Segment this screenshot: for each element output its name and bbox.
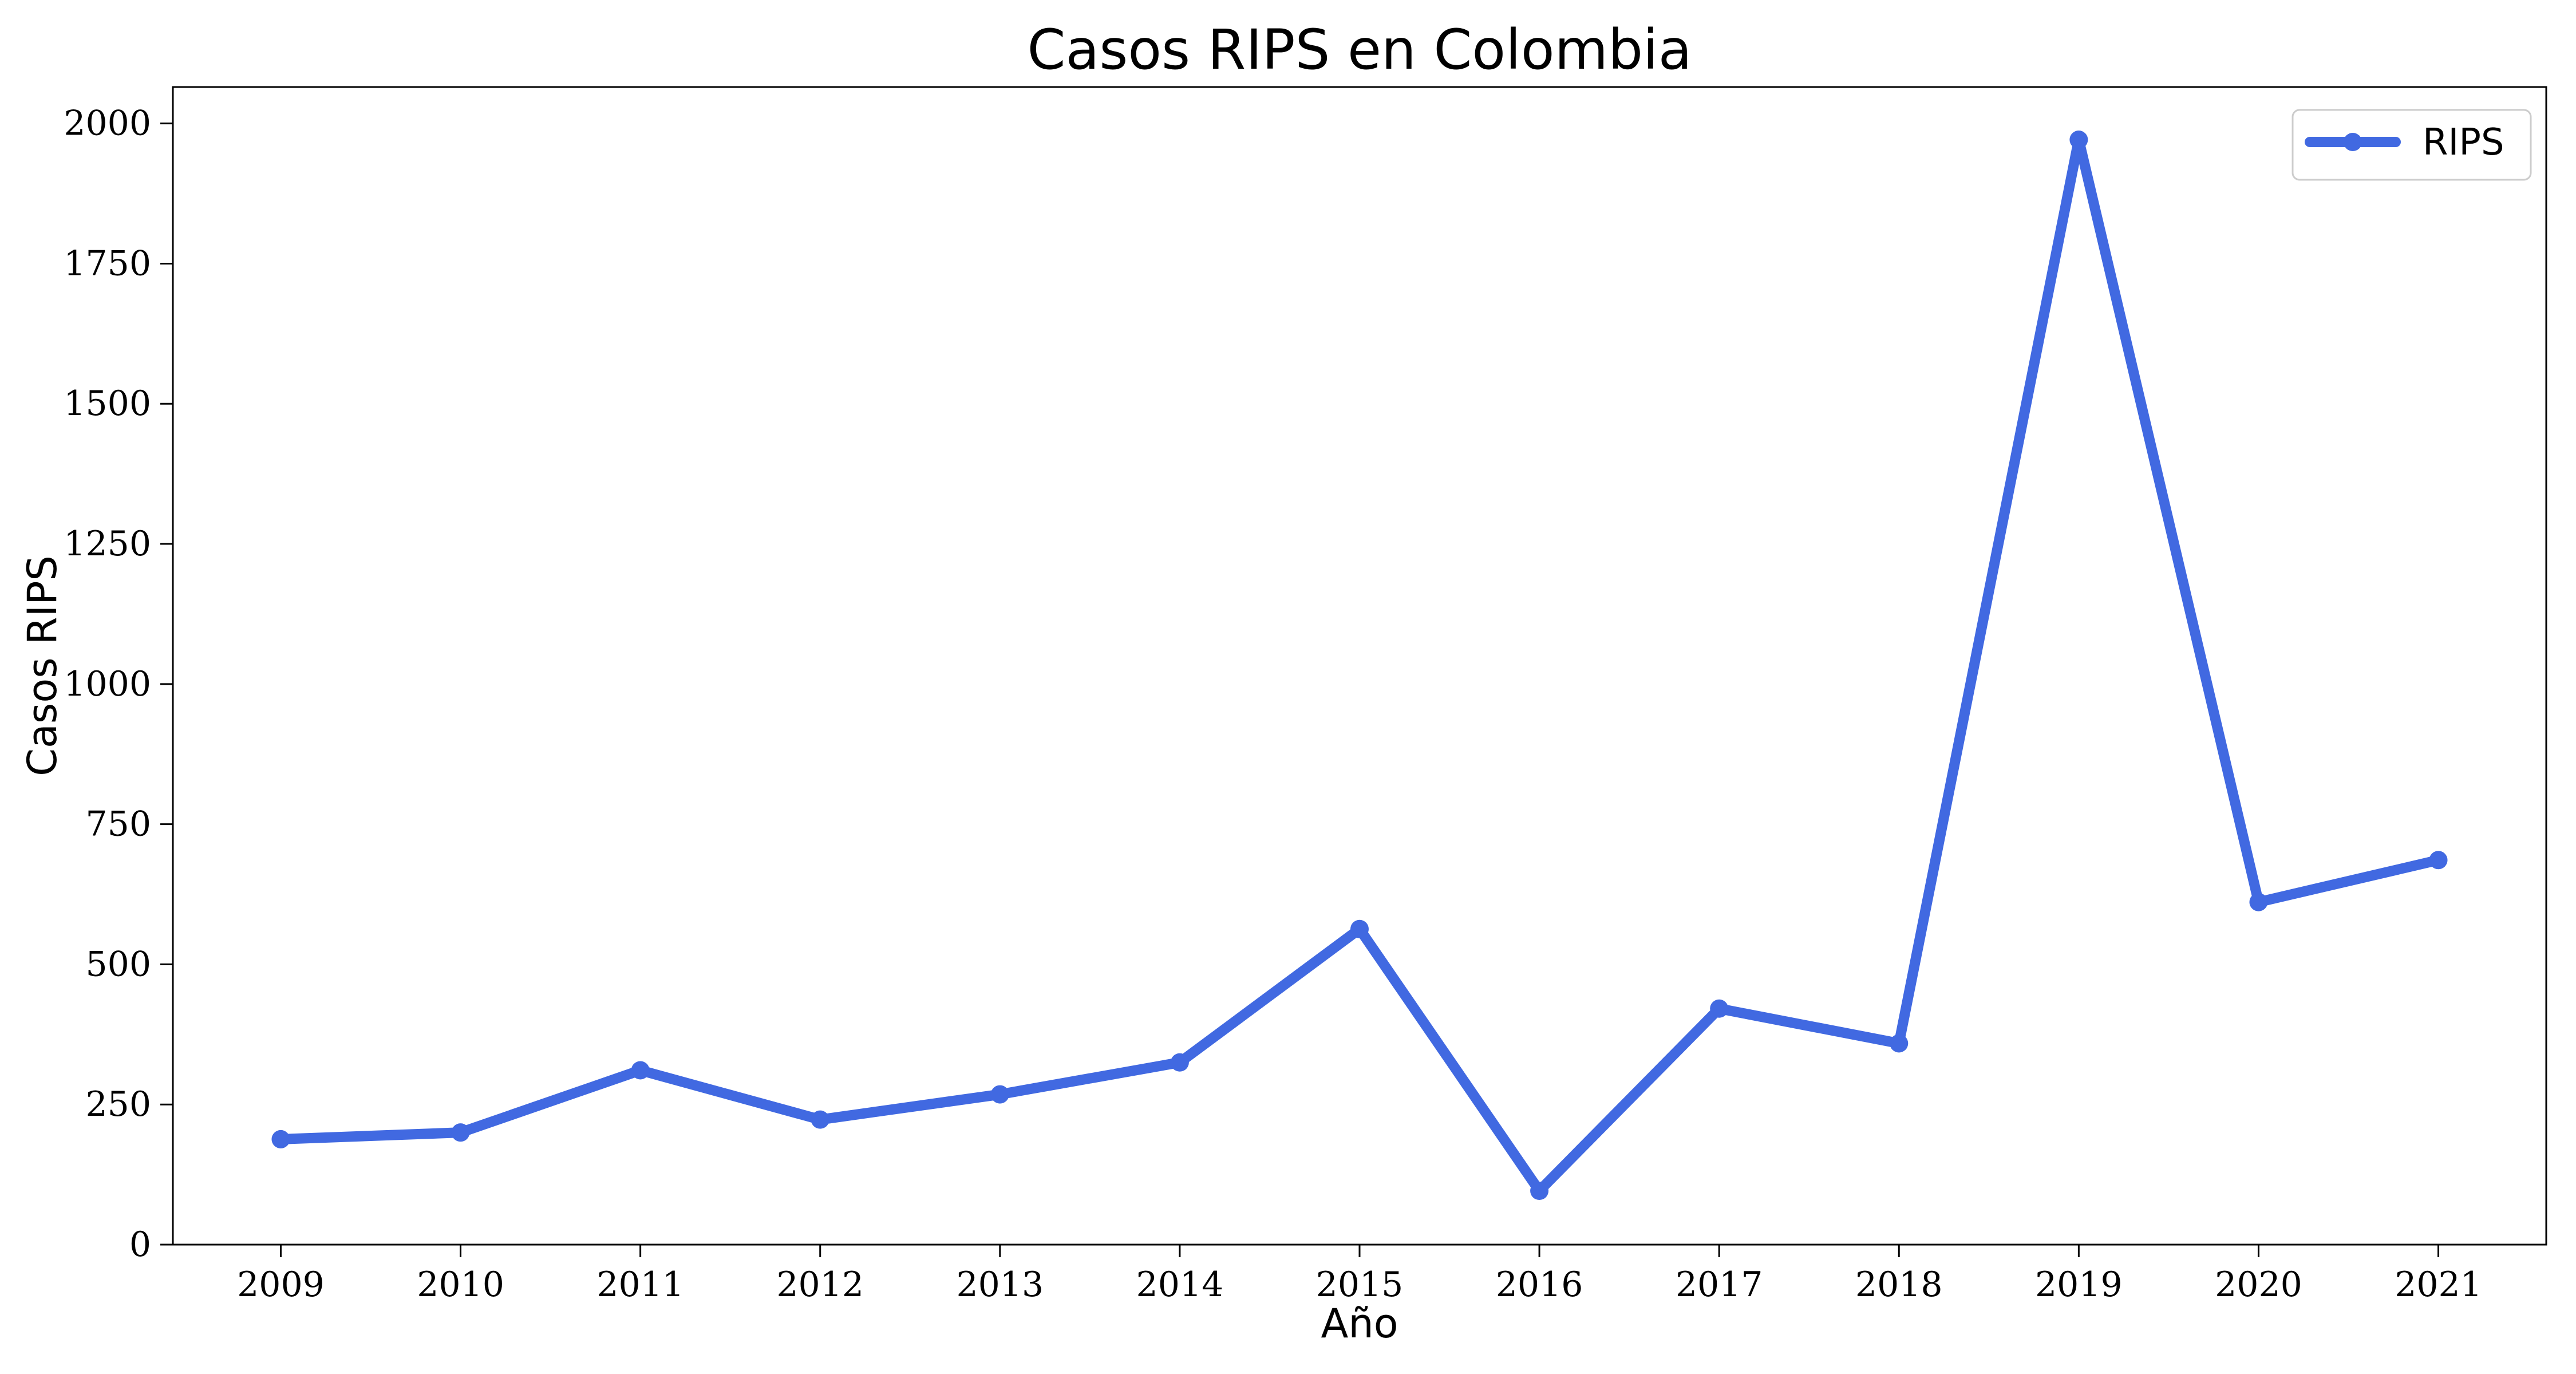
x-tick-label: 2020: [2215, 1265, 2302, 1305]
data-point: [451, 1123, 470, 1142]
data-point: [1890, 1034, 1909, 1053]
legend-marker-rips: [2344, 133, 2362, 151]
y-tick-label: 2000: [64, 104, 151, 144]
x-tick-label: 2011: [596, 1265, 684, 1305]
x-axis-label: Año: [1321, 1300, 1398, 1347]
plot-frame: [172, 86, 2547, 1246]
data-point: [271, 1130, 290, 1148]
y-tick-label: 1250: [64, 524, 151, 564]
x-tick-label: 2021: [2395, 1265, 2482, 1305]
x-tick-label: 2016: [1496, 1265, 1583, 1305]
data-point: [631, 1061, 650, 1080]
x-tick-label: 2019: [2035, 1265, 2123, 1305]
x-tick-label: 2009: [237, 1265, 325, 1305]
x-tick-label: 2013: [956, 1265, 1044, 1305]
x-tick-label: 2014: [1136, 1265, 1224, 1305]
y-tick-label: 750: [85, 804, 151, 844]
data-point: [1710, 999, 1729, 1018]
y-tick-label: 250: [85, 1084, 151, 1124]
x-tick-label: 2015: [1316, 1265, 1404, 1305]
data-point: [2069, 131, 2088, 149]
data-point: [2249, 893, 2268, 911]
x-tick-label: 2017: [1676, 1265, 1763, 1305]
legend-box: [2291, 109, 2532, 181]
data-point: [1350, 919, 1369, 938]
y-tick-label: 1750: [64, 243, 151, 283]
y-axis: 0 250 500 750 1000 1250 1500 1750 2000: [64, 104, 173, 1265]
data-point: [811, 1110, 829, 1129]
data-point: [990, 1085, 1009, 1104]
x-tick-label: 2012: [776, 1265, 864, 1305]
y-tick-label: 1500: [64, 384, 151, 424]
y-axis-label: Casos RIPS: [19, 555, 66, 776]
y-tick-label: 500: [85, 944, 151, 984]
chart-title: Casos RIPS en Colombia: [1027, 18, 1692, 82]
legend: RIPS: [2291, 109, 2532, 181]
y-tick-label: 1000: [64, 664, 151, 704]
x-tick-label: 2018: [1855, 1265, 1943, 1305]
x-tick-label: 2010: [417, 1265, 504, 1305]
data-point: [2429, 851, 2448, 870]
plot-area: [271, 131, 2448, 1200]
legend-label-rips: RIPS: [2423, 121, 2504, 164]
y-tick-label: 0: [129, 1225, 151, 1265]
series-line-rips: [275, 138, 2444, 1199]
x-axis: 2009 2010 2011 2012 2013 2014 2015 2016 2017 2018…: [237, 1245, 2482, 1305]
data-point: [1170, 1053, 1189, 1072]
data-point: [1530, 1181, 1549, 1200]
